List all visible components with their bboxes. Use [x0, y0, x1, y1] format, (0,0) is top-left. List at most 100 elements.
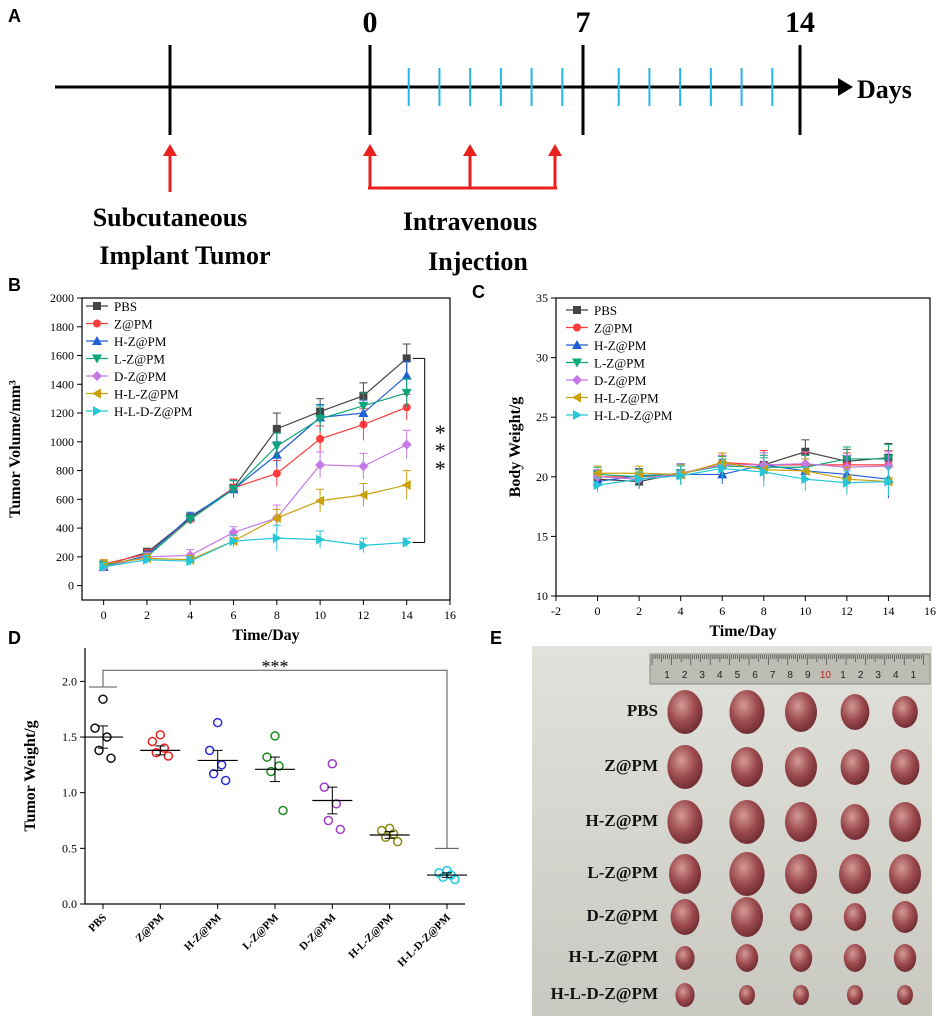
data-point [842, 460, 851, 469]
x-tick-label: 10 [799, 604, 811, 618]
data-point [592, 471, 603, 482]
y-axis-title: Tumor Volume/mm³ [7, 380, 24, 518]
data-point [841, 469, 852, 479]
y-axis-title: Body Weight/g [507, 397, 524, 498]
data-point [442, 865, 452, 876]
subcutaneous-label-line1: Subcutaneous [93, 203, 248, 232]
data-point [572, 358, 582, 368]
significance-star: * [435, 438, 446, 463]
tumor-sample [785, 854, 817, 894]
data-point [98, 561, 109, 571]
legend-label: PBS [594, 303, 617, 318]
data-point [675, 469, 686, 479]
data-point [229, 483, 238, 492]
data-point [384, 823, 395, 834]
y-tick-label: 200 [56, 550, 74, 564]
series-line [103, 484, 407, 565]
tumor-sample [840, 694, 870, 730]
legend-label: D-Z@PM [594, 373, 647, 388]
day-label-14: 14 [785, 6, 815, 39]
ruler-number: 8 [787, 670, 793, 681]
data-point [98, 694, 108, 704]
ruler-number: 3 [699, 670, 705, 681]
tumor-sample [669, 854, 701, 894]
data-point [93, 319, 101, 328]
data-point [675, 469, 686, 479]
tumor-sample [839, 854, 871, 894]
data-point [841, 462, 852, 473]
data-point [635, 474, 645, 485]
data-point [573, 410, 582, 420]
tumor-sample [893, 944, 917, 972]
series-H-L-Z@PM [592, 452, 893, 496]
tumor-grid [667, 690, 921, 1007]
series-H-L-D-Z@PM [593, 457, 894, 496]
data-point [388, 829, 399, 839]
data-point [141, 553, 151, 564]
x-tick-label: 6 [719, 604, 725, 618]
y-tick-label: 1800 [50, 320, 74, 334]
legend-label: H-L-D-Z@PM [114, 404, 193, 419]
photo-row-label: H-L-D-Z@PM [550, 984, 658, 1003]
data-point [141, 550, 152, 560]
ruler-number: 1 [911, 670, 917, 681]
y-tick-label: 2000 [50, 291, 74, 305]
series-D-Z@PM [98, 429, 412, 572]
legend-label: H-Z@PM [594, 338, 647, 353]
series-line [597, 464, 889, 483]
y-tick-label: 30 [536, 351, 548, 365]
data-point [316, 434, 325, 443]
data-point [155, 730, 166, 740]
series-PBS [593, 439, 893, 489]
x-tick-label: 0 [101, 608, 107, 622]
x-tick-label: 12 [357, 608, 369, 622]
ruler [649, 653, 931, 685]
data-point [272, 533, 282, 544]
series-H-Z@PM [98, 360, 412, 572]
y-tick-label: 25 [536, 410, 548, 424]
x-tick-label: H-L-Z@PM [346, 911, 396, 961]
data-point [266, 766, 276, 777]
ruler-number: 1 [664, 670, 670, 681]
data-point [402, 354, 411, 363]
data-point [359, 540, 369, 551]
data-point [92, 336, 102, 345]
x-tick-label: 0 [595, 604, 601, 618]
x-tick-label: 16 [924, 604, 936, 618]
panel-label-e: E [490, 628, 503, 648]
data-point [593, 475, 602, 484]
tumor-sample [889, 802, 921, 842]
x-tick-label: 4 [678, 604, 684, 618]
data-point [92, 388, 101, 399]
data-point [718, 460, 727, 469]
data-point [572, 392, 581, 403]
data-point [358, 461, 369, 472]
data-point [142, 548, 151, 557]
data-point [717, 462, 728, 472]
data-point [102, 732, 112, 742]
data-point [359, 391, 368, 400]
x-tick-label: -2 [551, 604, 561, 618]
tumor-sample [847, 985, 863, 1005]
data-point [676, 470, 685, 479]
y-axis-title: Tumor Weight/g [22, 720, 39, 831]
data-point [593, 480, 603, 491]
data-point [358, 490, 368, 501]
data-point [228, 536, 238, 547]
significance-stars: *** [262, 656, 289, 676]
data-point [634, 472, 645, 482]
tumor-sample [670, 899, 700, 935]
tumor-sample [731, 747, 763, 787]
data-point [142, 554, 152, 565]
data-point [446, 870, 456, 880]
data-point [801, 447, 810, 456]
data-point [758, 459, 769, 469]
series-H-L-Z@PM [98, 470, 411, 570]
data-point [801, 460, 810, 469]
y-tick-label: 800 [56, 464, 74, 478]
data-point [592, 468, 602, 479]
data-point [228, 527, 239, 538]
data-point [401, 388, 412, 398]
legend-label: H-L-D-Z@PM [594, 408, 673, 423]
data-point [572, 375, 582, 385]
